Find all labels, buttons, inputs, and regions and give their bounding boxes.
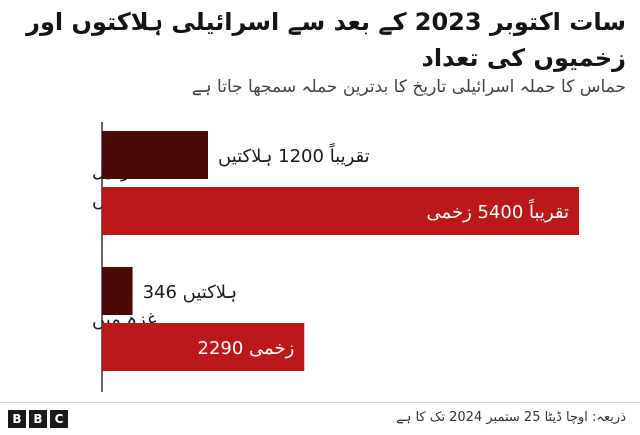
data-label: تقریباً 1200 ہلاکتیں — [218, 143, 370, 167]
data-label: 346 ہلاکتیں — [143, 282, 238, 303]
data-label: تقریباً 5400 زخمی — [427, 199, 569, 223]
bbc-logo-letter: C — [50, 410, 68, 428]
source-note: ذریعہ: اوچا ڈیٹا 25 ستمبر 2024 تک کا ہے — [396, 410, 626, 425]
injured-bar — [102, 323, 305, 371]
chart-subtitle: حماس کا حملہ اسرائیلی تاریخ کا بدترین حم… — [191, 77, 626, 97]
bbc-logo-letter: B — [29, 410, 47, 428]
deaths-bar — [102, 267, 133, 315]
deaths-bar — [102, 131, 208, 179]
chart-title: سات اکتوبر 2023 کے بعد سے اسرائیلی ہلاکت… — [26, 8, 626, 72]
footer-divider — [0, 402, 640, 403]
injured-bar — [102, 187, 579, 235]
bbc-logo: B B C — [8, 410, 68, 428]
bbc-logo-letter: B — [8, 410, 26, 428]
data-label: 2290 زخمی — [198, 338, 295, 359]
